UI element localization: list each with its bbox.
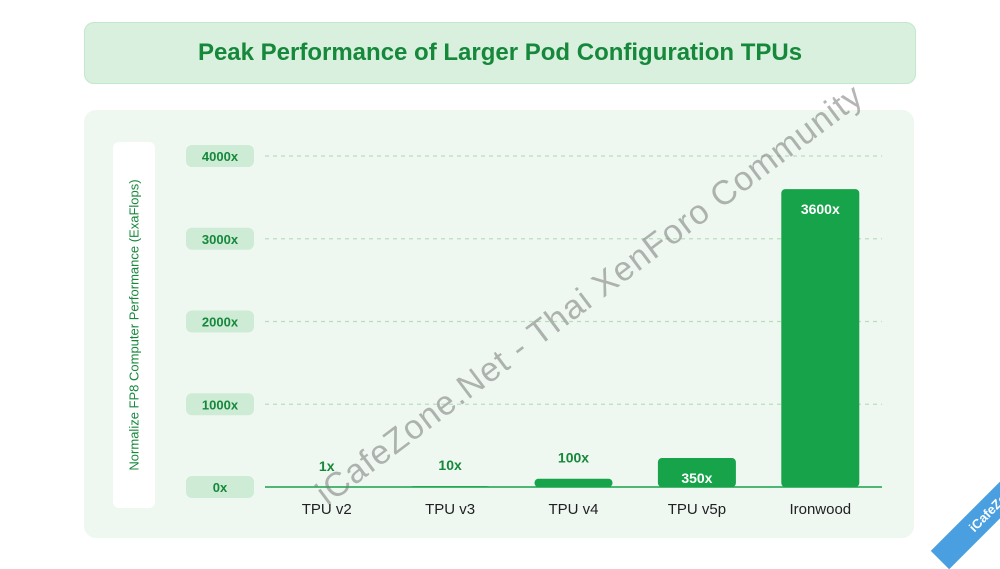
x-tick-label: TPU v3 [425, 501, 475, 518]
chart-title: Peak Performance of Larger Pod Configura… [197, 39, 803, 66]
bar [534, 478, 613, 487]
y-tick-label: 0x [213, 480, 228, 495]
x-tick-label: TPU v2 [302, 501, 352, 518]
data-label: 350x [681, 470, 712, 486]
x-tick-label: Ironwood [789, 501, 851, 518]
data-label: 1x [319, 458, 335, 474]
y-tick-pill [186, 227, 254, 250]
y-axis-label-box [113, 142, 155, 508]
y-tick-pill [186, 310, 254, 333]
data-label: 10x [438, 457, 462, 473]
chart-title-banner: Peak Performance of Larger Pod Configura… [84, 22, 916, 84]
data-label: 100x [558, 450, 589, 466]
y-tick-label: 1000x [202, 397, 239, 412]
bar [657, 458, 736, 487]
bar [411, 486, 490, 487]
y-tick-label: 4000x [202, 149, 239, 164]
y-tick-pill [186, 476, 254, 498]
y-tick-label: 3000x [202, 232, 239, 247]
data-label: 3600x [801, 201, 840, 217]
x-tick-label: TPU v4 [548, 501, 598, 518]
y-tick-pill [186, 145, 254, 167]
y-tick-label: 2000x [202, 315, 239, 330]
x-tick-label: TPU v5p [668, 501, 726, 518]
bar [781, 189, 860, 487]
y-tick-pill [186, 393, 254, 416]
